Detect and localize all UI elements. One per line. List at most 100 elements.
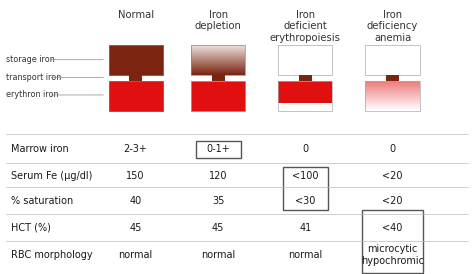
Bar <box>191 50 245 52</box>
Bar <box>191 61 245 62</box>
Text: 0-1+: 0-1+ <box>206 144 230 154</box>
Text: 45: 45 <box>129 223 142 233</box>
Bar <box>191 67 245 69</box>
Text: transport iron: transport iron <box>6 73 61 82</box>
Text: Iron
deficiency
anemia: Iron deficiency anemia <box>367 10 418 43</box>
Bar <box>365 45 419 75</box>
Bar <box>191 50 245 51</box>
Bar <box>365 95 419 96</box>
Bar <box>191 58 245 60</box>
Bar <box>191 56 245 58</box>
Bar <box>278 45 332 75</box>
Bar <box>365 83 419 84</box>
Bar <box>365 84 419 85</box>
Bar <box>191 69 245 71</box>
Bar <box>191 45 245 47</box>
Text: normal: normal <box>201 250 235 260</box>
Bar <box>191 47 245 49</box>
Bar <box>283 167 328 210</box>
Text: normal: normal <box>288 250 322 260</box>
Bar <box>365 92 419 93</box>
Bar <box>365 106 419 107</box>
Text: Iron
deficient
erythropoiesis: Iron deficient erythropoiesis <box>270 10 341 43</box>
Text: <40: <40 <box>383 223 403 233</box>
Bar <box>191 70 245 72</box>
Bar <box>362 210 423 273</box>
Bar <box>191 53 245 55</box>
Bar <box>191 48 245 50</box>
Bar <box>365 87 419 88</box>
Bar <box>365 110 419 111</box>
Text: HCT (%): HCT (%) <box>11 223 51 233</box>
Text: 35: 35 <box>212 196 224 206</box>
Text: <100: <100 <box>292 171 319 181</box>
Bar <box>191 45 245 75</box>
Text: 0: 0 <box>390 144 396 154</box>
Bar <box>109 45 163 75</box>
Bar <box>365 85 419 86</box>
Text: 45: 45 <box>212 223 224 233</box>
Bar <box>191 68 245 70</box>
Bar <box>365 103 419 104</box>
Bar <box>365 96 419 97</box>
Bar <box>191 65 245 67</box>
Bar <box>365 86 419 87</box>
Bar <box>365 90 419 91</box>
Bar <box>191 81 245 111</box>
Bar <box>196 141 240 158</box>
Bar <box>365 82 419 83</box>
Bar <box>365 81 419 111</box>
Text: <20: <20 <box>382 171 403 181</box>
Bar <box>365 93 419 94</box>
Bar <box>365 104 419 105</box>
Bar <box>191 58 245 59</box>
Bar <box>365 99 419 100</box>
Text: 2-3+: 2-3+ <box>124 144 147 154</box>
Bar <box>191 63 245 65</box>
Bar <box>191 73 245 75</box>
Bar <box>365 109 419 110</box>
Bar <box>278 81 332 111</box>
Text: Normal: Normal <box>118 10 154 19</box>
Bar <box>278 81 332 103</box>
Bar <box>365 98 419 99</box>
Bar <box>191 55 245 57</box>
Text: % saturation: % saturation <box>11 196 73 206</box>
Bar <box>191 52 245 53</box>
Bar <box>191 64 245 66</box>
Bar <box>365 88 419 89</box>
Bar <box>365 91 419 92</box>
Text: Serum Fe (μg/dl): Serum Fe (μg/dl) <box>11 171 92 181</box>
Bar <box>365 107 419 108</box>
Bar <box>191 55 245 56</box>
Bar <box>191 66 245 68</box>
Bar <box>191 59 245 61</box>
Text: 0: 0 <box>302 144 309 154</box>
Bar <box>365 100 419 101</box>
Text: RBC morphology: RBC morphology <box>11 250 92 260</box>
Text: Iron
depletion: Iron depletion <box>195 10 242 31</box>
Text: Marrow iron: Marrow iron <box>11 144 69 154</box>
Text: 150: 150 <box>127 171 145 181</box>
Bar <box>191 61 245 63</box>
Bar <box>211 75 225 81</box>
Text: 120: 120 <box>209 171 228 181</box>
Bar <box>278 103 332 111</box>
Text: <30: <30 <box>295 196 316 206</box>
Text: storage iron: storage iron <box>6 55 55 64</box>
Bar <box>365 89 419 90</box>
Text: normal: normal <box>118 250 153 260</box>
Text: 40: 40 <box>129 196 142 206</box>
Bar <box>129 75 142 81</box>
Bar <box>365 81 419 82</box>
Bar <box>191 47 245 48</box>
Bar <box>191 44 245 46</box>
Bar <box>365 108 419 109</box>
Text: microcytic
hypochromic: microcytic hypochromic <box>361 244 424 266</box>
Bar <box>365 97 419 98</box>
Text: 41: 41 <box>299 223 311 233</box>
Bar <box>386 75 399 81</box>
Bar <box>109 81 163 111</box>
Text: erythron iron: erythron iron <box>6 90 59 99</box>
Bar <box>365 94 419 95</box>
